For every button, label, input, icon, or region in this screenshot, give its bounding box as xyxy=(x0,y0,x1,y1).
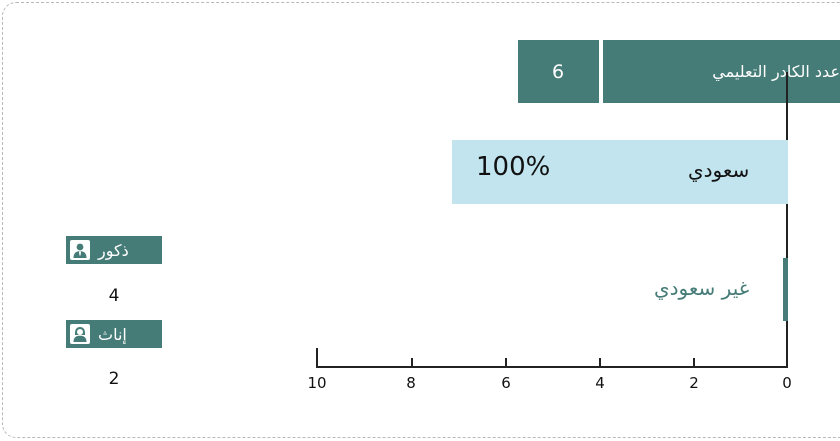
male-count: 4 xyxy=(108,286,120,306)
x-tick-label: 8 xyxy=(406,374,416,392)
male-user-icon xyxy=(70,240,90,260)
staff-count-value: 6 xyxy=(551,60,565,83)
x-axis-tick xyxy=(599,358,601,368)
x-axis-tick xyxy=(505,358,507,368)
male-label: ذكور xyxy=(98,240,129,260)
x-axis-tick xyxy=(316,348,318,368)
category-label-non-saudi: غير سعودي xyxy=(654,276,750,300)
category-label-saudi: سعودي xyxy=(688,158,750,182)
x-tick-label: 2 xyxy=(689,374,699,392)
female-count: 2 xyxy=(108,369,120,389)
bar-non-saudi xyxy=(783,258,788,321)
male-badge: ذكور xyxy=(66,236,162,264)
x-tick-label: 4 xyxy=(595,374,605,392)
x-axis-tick xyxy=(693,358,695,368)
x-axis-tick xyxy=(411,358,413,368)
bar-saudi-value-label: 100% xyxy=(476,152,551,182)
female-user-icon xyxy=(70,324,90,344)
bar-saudi xyxy=(452,140,788,204)
x-tick-label: 0 xyxy=(782,374,792,392)
y-axis-line xyxy=(786,72,788,368)
staff-count-label: عدد الكادر التعليمي xyxy=(712,62,840,81)
female-badge: إناث xyxy=(66,320,162,348)
female-label: إناث xyxy=(98,324,127,344)
x-tick-label: 10 xyxy=(307,374,327,392)
header-divider xyxy=(599,40,603,103)
x-axis-line xyxy=(316,366,788,368)
x-tick-label: 6 xyxy=(501,374,511,392)
